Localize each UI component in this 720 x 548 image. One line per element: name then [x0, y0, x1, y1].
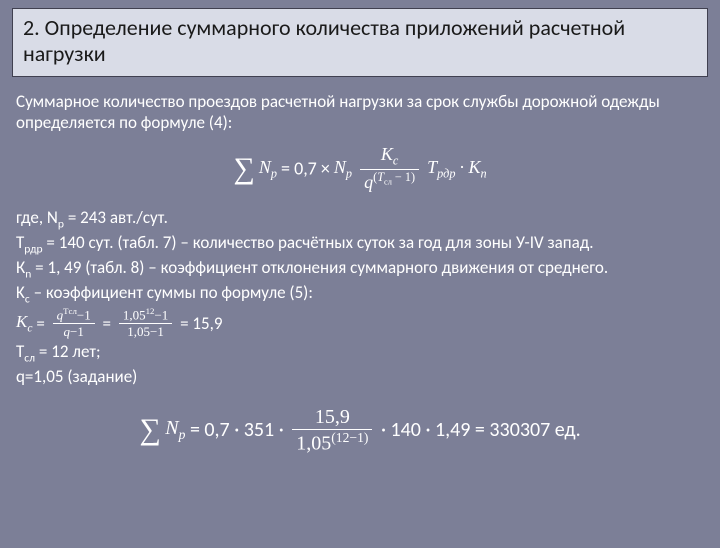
trdr-b: = 140 сут. (табл. 7) – количество расчёт…	[43, 232, 594, 253]
kc-a: K	[16, 282, 25, 303]
eq-07: = 0,7 ×	[281, 158, 334, 180]
np-rhs: Np	[334, 157, 352, 177]
kn: · Kn	[460, 157, 487, 177]
para1-text: Суммарное количество проездов расчетной …	[16, 91, 660, 133]
paragraph-intro: Суммарное количество проездов расчетной …	[16, 91, 704, 134]
np2: Nр	[165, 417, 185, 439]
kc-b: – коэффициент суммы по формуле (5):	[30, 282, 313, 303]
formula-5: Kc = qTсл−1 q−1 = 1,0512−1 1,05−1 = 15,9	[16, 307, 704, 340]
frac2: 15,9 1,05(12−1)	[292, 406, 372, 455]
trdr: Tрдр	[427, 157, 455, 177]
tsl-sub: сл	[24, 352, 35, 366]
where-label: где, N	[16, 207, 58, 228]
kn-a: К	[16, 257, 25, 278]
where-block: где, Np = 243 авт./сут. Трдр = 140 сут. …	[16, 207, 704, 306]
trdr-sub: рдр	[437, 167, 455, 181]
where-np: где, Np = 243 авт./сут.	[16, 207, 704, 232]
np-rhs-sub: p	[346, 167, 352, 181]
formula-result: ∑ Nр = 0,7 · 351 · 15,9 1,05(12−1) · 140…	[16, 406, 704, 455]
where-q: q=1,05 (задание)	[16, 366, 704, 387]
where-np-val: = 243 авт./сут.	[64, 207, 168, 228]
kc-lhs-sub: c	[27, 321, 32, 334]
tsl-b: = 12 лет;	[35, 341, 100, 362]
mid2: = 0,7 · 351 ·	[190, 417, 288, 441]
kn-sub: n	[481, 167, 487, 181]
tail2: · 140 · 1,49 = 330307 ед.	[381, 417, 581, 441]
section-title: 2. Определение суммарного количества при…	[12, 8, 708, 77]
np-lhs-sub: p	[271, 167, 277, 181]
np2-sub: р	[179, 427, 186, 442]
where-trdr: Трдр = 140 сут. (табл. 7) – количество р…	[16, 232, 704, 257]
kc-frac1: qTсл−1 q−1	[53, 307, 95, 340]
content: Суммарное количество проездов расчетной …	[0, 91, 720, 454]
frac2-num: 15,9	[292, 406, 372, 430]
sigma-symbol: ∑	[233, 150, 254, 188]
title-text: 2. Определение суммарного количества при…	[23, 14, 625, 67]
frac-kc-over-q: Kс q(Tсл − 1)	[360, 145, 419, 193]
frac2-den-exp: (12−1)	[331, 430, 368, 445]
sigma2: ∑	[139, 411, 160, 449]
kn-b: = 1, 49 (табл. 8) – коэффициент отклонен…	[31, 257, 608, 278]
kc-lhs: Kc	[16, 312, 32, 331]
where-kn: Кn = 1, 49 (табл. 8) – коэффициент откло…	[16, 257, 704, 282]
where-tsl: Тсл = 12 лет;	[16, 341, 704, 366]
eq2: =	[103, 312, 115, 333]
kc-frac2: 1,0512−1 1,05−1	[119, 307, 172, 340]
eq1: =	[36, 312, 48, 333]
frac2-den-a: 1,05	[296, 432, 331, 454]
kc-result: = 15,9	[180, 312, 222, 333]
np-lhs: Np	[259, 157, 277, 177]
trdr-sub2: рдр	[24, 242, 42, 256]
formula-4: ∑ Np = 0,7 × Np Kс q(Tсл − 1) Tрдр · Kn	[16, 145, 704, 193]
kc-sub: с	[393, 154, 398, 168]
where-kc: Kс – коэффициент суммы по формуле (5):	[16, 282, 704, 307]
